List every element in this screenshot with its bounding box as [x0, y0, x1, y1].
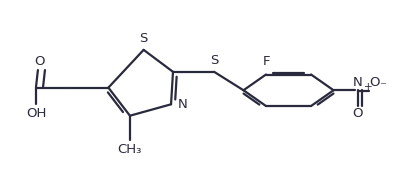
Text: +: + [364, 82, 373, 92]
Text: O: O [353, 107, 363, 120]
Text: O: O [35, 55, 45, 68]
Text: O: O [369, 76, 379, 89]
Text: F: F [262, 55, 270, 68]
Text: CH₃: CH₃ [118, 143, 142, 156]
Text: N: N [178, 98, 188, 111]
Text: S: S [140, 32, 148, 45]
Text: ⁻: ⁻ [379, 80, 386, 93]
Text: N: N [353, 76, 363, 89]
Text: OH: OH [26, 107, 46, 120]
Text: S: S [210, 54, 218, 67]
